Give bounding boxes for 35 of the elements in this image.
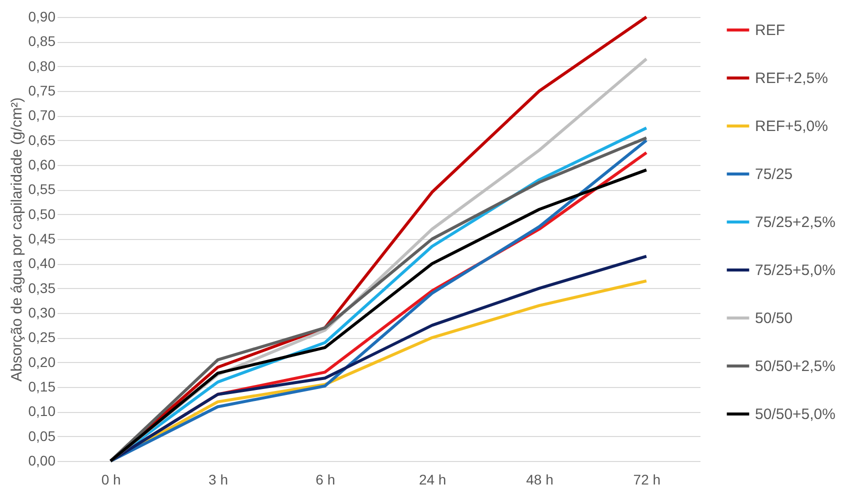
- legend-label: 50/50+5,0%: [755, 406, 836, 423]
- y-tick-label: 0,30: [28, 304, 56, 320]
- legend-label: 50/50+2,5%: [755, 358, 836, 375]
- y-tick-label: 0,55: [28, 181, 56, 198]
- legend-label: REF+2,5%: [755, 70, 828, 87]
- y-tick-label: 0,65: [28, 132, 56, 148]
- legend-label: REF: [755, 22, 785, 39]
- y-tick-label: 0,50: [28, 206, 56, 222]
- y-tick-label: 0,25: [28, 329, 56, 346]
- legend-label: 50/50: [755, 310, 793, 327]
- y-tick-label: 0,40: [28, 255, 56, 272]
- y-tick-label: 0,85: [28, 33, 56, 50]
- y-tick-label: 0,60: [28, 156, 56, 172]
- y-tick-label: 0,70: [28, 107, 56, 124]
- y-tick-label: 0,00: [28, 452, 56, 468]
- y-axis-title: Absorção de água por capilaridade (g/cm²): [8, 97, 26, 382]
- legend-label: 75/25+2,5%: [755, 214, 836, 231]
- y-tick-label: 0,90: [28, 8, 56, 24]
- y-tick-label: 0,20: [28, 354, 56, 370]
- y-tick-label: 0,75: [28, 82, 56, 98]
- x-tick-label: 24 h: [418, 472, 446, 488]
- legend-label: 75/25: [755, 166, 793, 183]
- y-tick-label: 0,80: [28, 58, 56, 74]
- y-tick-label: 0,15: [28, 378, 56, 394]
- x-tick-label: 6 h: [316, 472, 336, 488]
- x-tick-label: 0 h: [101, 472, 121, 488]
- legend-label: 75/25+5,0%: [755, 262, 836, 279]
- x-tick-label: 48 h: [526, 472, 554, 488]
- x-tick-label: 3 h: [208, 472, 228, 488]
- y-tick-label: 0,10: [28, 403, 56, 420]
- legend-label: REF+5,0%: [755, 118, 828, 135]
- y-tick-label: 0,45: [28, 230, 56, 246]
- y-tick-label: 0,35: [28, 280, 56, 296]
- x-tick-label: 72 h: [633, 472, 661, 488]
- y-tick-label: 0,05: [28, 428, 56, 444]
